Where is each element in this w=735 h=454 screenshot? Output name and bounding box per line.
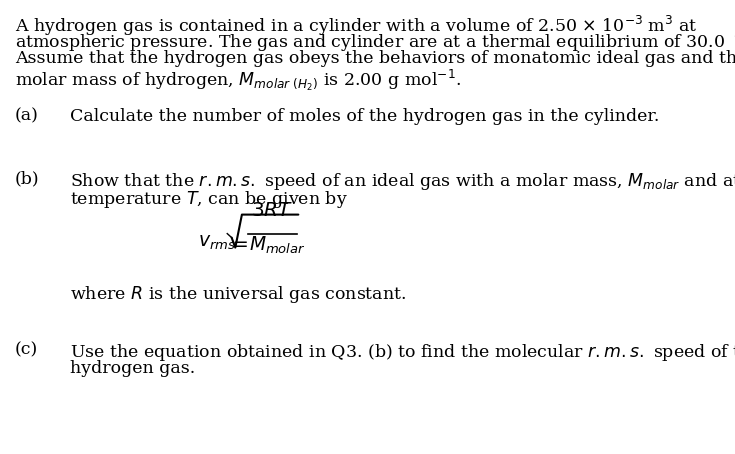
- Text: temperature $\mathit{T}$, can be given by: temperature $\mathit{T}$, can be given b…: [70, 188, 348, 210]
- Text: molar mass of hydrogen, $\mathit{M}_{molar\ (H_2)}$ is 2.00 g mol$^{-1}$.: molar mass of hydrogen, $\mathit{M}_{mol…: [15, 68, 461, 93]
- Text: $\mathbf{\mathit{3RT}}$: $\mathbf{\mathit{3RT}}$: [251, 201, 293, 220]
- Text: (c): (c): [15, 341, 38, 359]
- Text: Use the equation obtained in Q3. (b) to find the molecular $\mathit{r.m.s.}$ spe: Use the equation obtained in Q3. (b) to …: [70, 341, 735, 363]
- Text: where $\mathit{R}$ is the universal gas constant.: where $\mathit{R}$ is the universal gas …: [70, 284, 406, 305]
- Text: $\mathit{v}_{rms}$: $\mathit{v}_{rms}$: [198, 234, 236, 252]
- Text: Calculate the number of moles of the hydrogen gas in the cylinder.: Calculate the number of moles of the hyd…: [70, 108, 659, 124]
- Text: (a): (a): [15, 108, 38, 124]
- Text: Show that the $\mathit{r.m.s.}$ speed of an ideal gas with a molar mass, $\mathi: Show that the $\mathit{r.m.s.}$ speed of…: [70, 171, 735, 192]
- Text: A hydrogen gas is contained in a cylinder with a volume of 2.50 $\times$ 10$^{-3: A hydrogen gas is contained in a cylinde…: [15, 14, 698, 38]
- Text: atmospheric pressure. The gas and cylinder are at a thermal equilibrium of 30.0 : atmospheric pressure. The gas and cylind…: [15, 32, 735, 53]
- Text: Assume that the hydrogen gas obeys the behaviors of monatomic ideal gas and the: Assume that the hydrogen gas obeys the b…: [15, 50, 735, 67]
- Text: hydrogen gas.: hydrogen gas.: [70, 360, 195, 377]
- Text: $=$: $=$: [229, 234, 248, 252]
- Text: $\mathit{M}_{molar}$: $\mathit{M}_{molar}$: [249, 235, 306, 256]
- Text: (b): (b): [15, 171, 39, 188]
